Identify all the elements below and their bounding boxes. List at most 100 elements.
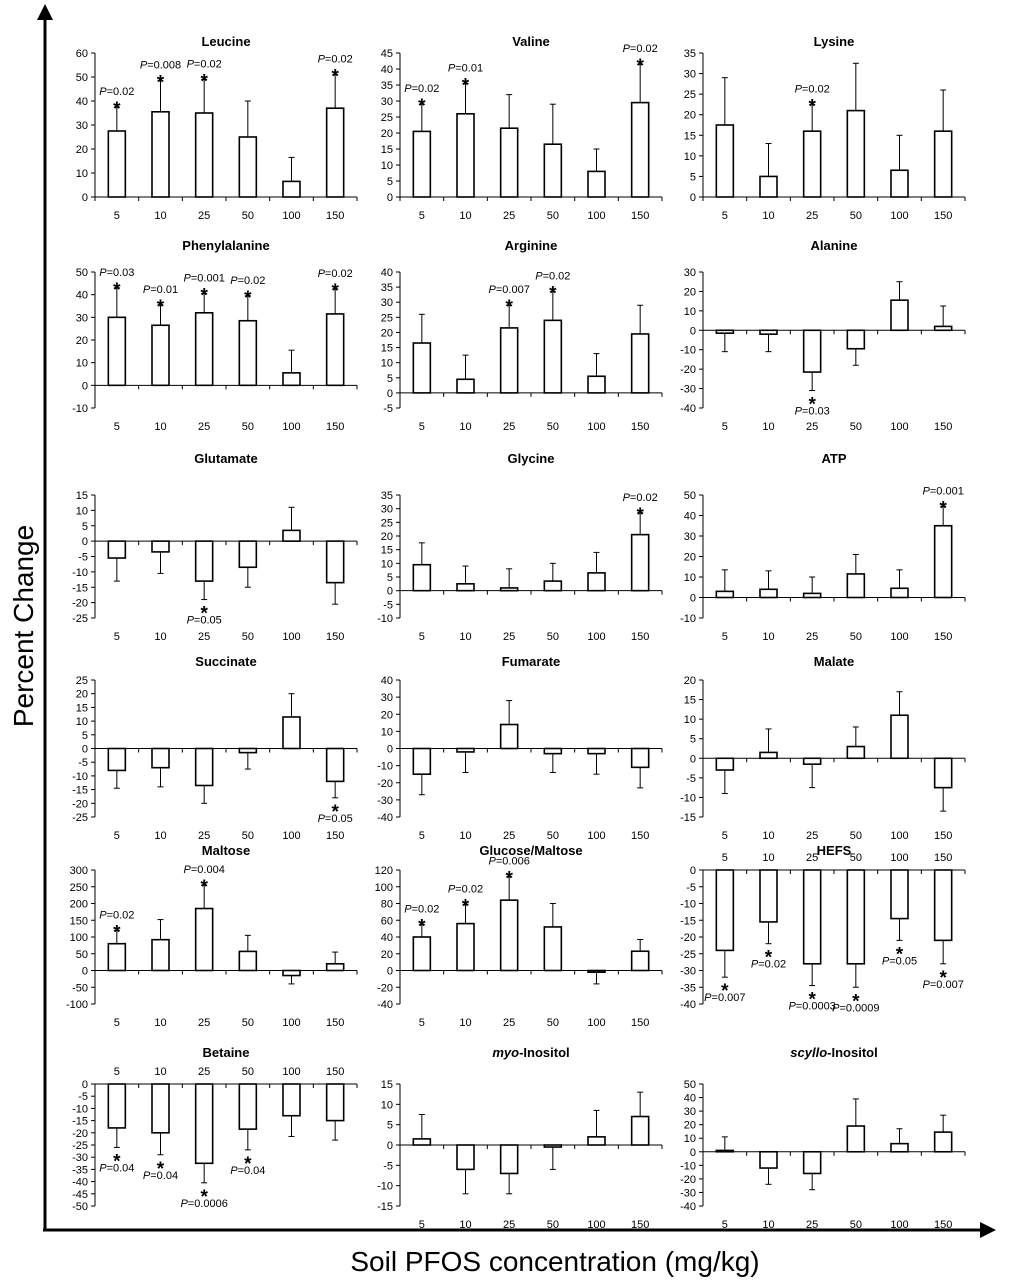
bar [151,1083,170,1134]
panel-alanine: Alanine -40 -30 -20 -10 0 10 20 30 5 10 25 50 100 150 *… [680,238,966,433]
x-tick-label: 150 [326,631,344,643]
significance-star: * [331,281,339,302]
p-value-label: P=0.02 [623,492,658,504]
y-tick-label: 20 [76,335,88,347]
p-symbol: P [99,909,107,921]
bar [412,1138,432,1146]
p-value: =0.02 [543,271,571,283]
y-tick-label: -20 [377,778,393,790]
p-value: =0.02 [238,275,266,287]
y-tick-label: -25 [680,949,696,961]
bar [107,130,127,198]
y-tick-label: -45 [72,1189,88,1201]
y-tick-label: 5 [690,171,696,183]
x-tick-label: 100 [587,631,605,643]
x-tick-label: 25 [198,421,210,433]
y-tick-label: 20 [381,128,393,140]
bar [194,540,214,582]
p-symbol: P [623,492,631,504]
x-tick-label: 50 [242,631,254,643]
p-value-label: P=0.02 [404,83,439,95]
p-symbol: P [795,406,803,418]
p-value: =0.02 [455,883,483,895]
y-tick-label: -20 [72,1128,88,1140]
bar [282,372,301,387]
y-tick-label: 30 [381,297,393,309]
x-tick-label: 5 [722,1219,728,1231]
x-tick-label: 150 [934,631,952,643]
bar [456,113,475,198]
bar [587,1136,606,1146]
x-tick-label: 5 [419,830,425,842]
y-tick-label: -25 [72,1140,88,1152]
p-symbol: P [795,83,803,95]
p-value: =0.04 [238,1165,266,1177]
y-tick-label: -20 [680,364,696,376]
p-symbol: P [318,813,326,825]
p-value: =0.02 [630,492,658,504]
y-tick-label: 0 [387,192,393,204]
y-tick-label: 0 [82,192,88,204]
y-tick-label: 5 [82,521,88,533]
y-tick-label: -20 [680,1174,696,1186]
panel-title: Leucine [201,34,250,49]
bar [194,907,214,972]
y-tick-label: 25 [76,675,88,687]
y-tick-label: 25 [381,517,393,529]
x-tick-label: 150 [934,210,952,222]
y-tick-label: 15 [381,144,393,156]
y-tick-label: -10 [680,345,696,357]
x-tick-label: 100 [282,421,300,433]
panel-title-rest: -Inositol [827,1045,878,1060]
y-tick-label: 5 [387,373,393,385]
bar [194,747,214,787]
bar [846,329,866,350]
x-tick-label: 5 [722,830,728,842]
bar [238,747,258,754]
p-symbol: P [99,86,107,98]
y-tick-label: 10 [381,558,393,570]
p-symbol: P [751,959,759,971]
significance-star: * [505,869,513,890]
bar [499,723,519,750]
p-symbol: P [788,1001,796,1013]
y-tick-label: -40 [377,812,393,824]
x-tick-label: 150 [934,830,952,842]
significance-star: * [113,280,121,301]
p-symbol: P [832,1002,840,1014]
significance-star: * [157,73,165,94]
y-tick-label: 30 [684,267,696,279]
y-tick-label: 30 [381,96,393,108]
significance-star: * [808,395,816,416]
bar [282,716,301,750]
y-tick-label: 30 [76,312,88,324]
bar [282,969,301,977]
x-tick-label: 10 [154,421,166,433]
y-tick-label: -15 [680,915,696,927]
x-tick-label: 100 [282,1066,300,1078]
x-tick-label: 5 [114,1017,120,1029]
panel-hefs: HEFS -40 -35 -30 -25 -20 -15 -10 -5 0 5 10 25 50 100 15… [680,843,966,1014]
y-tick-label: -5 [78,757,88,769]
x-tick-label: 150 [326,421,344,433]
y-tick-label: 10 [76,505,88,517]
x-tick-label: 50 [850,1219,862,1231]
panel-title: Fumarate [502,654,561,669]
panel-title: Glucose/Maltose [479,843,582,858]
y-tick-label: 50 [684,490,696,502]
x-tick-label: 10 [762,830,774,842]
y-tick-label: -10 [680,613,696,625]
y-tick-label: 35 [684,48,696,60]
x-tick-label: 150 [326,210,344,222]
x-tick-label: 5 [419,1219,425,1231]
y-tick-label: -35 [680,982,696,994]
x-tick-label: 150 [326,830,344,842]
significance-star: * [852,991,860,1012]
panel-myo-inositol: myo-Inositol -15 -10 -5 0 5 10 15 5 10 25 50 100 150 [377,1045,663,1231]
x-tick-label: 150 [326,1066,344,1078]
y-tick-label: -5 [383,599,393,611]
y-tick-label: 10 [684,714,696,726]
x-tick-label: 10 [762,631,774,643]
y-tick-label: 200 [70,899,88,911]
p-value-label: P=0.02 [404,903,439,915]
